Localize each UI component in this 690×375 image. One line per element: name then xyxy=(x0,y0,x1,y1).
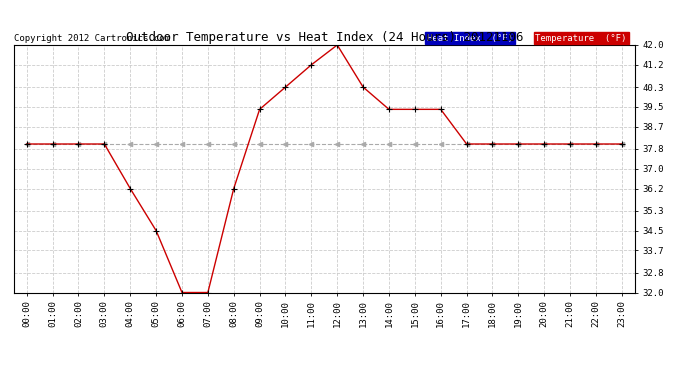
Text: Temperature  (°F): Temperature (°F) xyxy=(535,33,627,42)
Title: Outdoor Temperature vs Heat Index (24 Hours) 20121106: Outdoor Temperature vs Heat Index (24 Ho… xyxy=(126,31,523,44)
Text: Copyright 2012 Cartronics.com: Copyright 2012 Cartronics.com xyxy=(14,33,170,42)
Text: Heat Index  (°F): Heat Index (°F) xyxy=(427,33,513,42)
